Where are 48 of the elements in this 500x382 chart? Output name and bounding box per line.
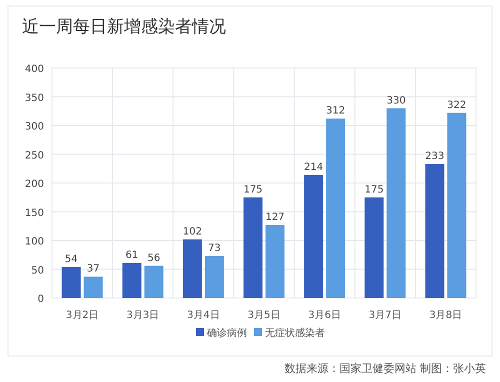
bar [62,266,81,298]
y-tick-label: 350 [24,92,44,104]
y-tick-label: 200 [24,179,44,190]
x-tick-label: 3月5日 [248,310,280,321]
data-label: 312 [326,106,346,117]
bar [182,239,202,298]
bar [326,118,346,298]
y-tick-label: 400 [24,64,44,75]
bar [84,276,103,298]
data-label: 73 [208,243,221,254]
data-label: 322 [447,100,466,111]
data-label: 102 [182,226,202,238]
chart-title: 近一周每日新增感染者情况 [22,17,226,37]
data-label: 175 [243,184,263,196]
legend-label: 确诊病例 [206,327,247,339]
x-tick-label: 3月8日 [429,310,462,321]
y-tick-label: 100 [24,236,44,248]
legend-label: 无症状感染者 [265,327,325,339]
data-label: 233 [425,151,444,162]
y-tick-label: 50 [31,265,44,276]
data-label: 61 [125,250,138,261]
data-label: 127 [265,212,285,223]
bar [144,266,164,298]
data-label: 330 [386,95,406,106]
bar [447,112,466,298]
data-label: 56 [147,252,160,264]
x-tick-label: 3月3日 [126,310,160,321]
source-note: 数据来源：国家卫健委网站 制图：张小英 [284,362,486,375]
data-label: 175 [364,184,384,196]
bar [304,174,324,298]
x-tick-label: 3月2日 [66,310,99,321]
bar [204,256,224,298]
x-tick-label: 3月4日 [187,310,220,321]
data-label: 54 [64,254,78,265]
x-tick-label: 3月7日 [368,310,402,321]
bar [266,224,284,298]
y-tick-label: 250 [24,150,44,162]
y-tick-label: 300 [24,122,44,132]
bar [386,108,406,298]
bar [244,197,262,298]
data-label: 214 [304,162,324,173]
bar [122,262,142,298]
y-tick-label: 150 [24,208,44,219]
bar [364,197,384,298]
data-label: 37 [86,264,100,275]
x-tick-label: 3月6日 [308,310,341,321]
y-tick-label: 0 [38,294,44,305]
bar [425,164,444,298]
